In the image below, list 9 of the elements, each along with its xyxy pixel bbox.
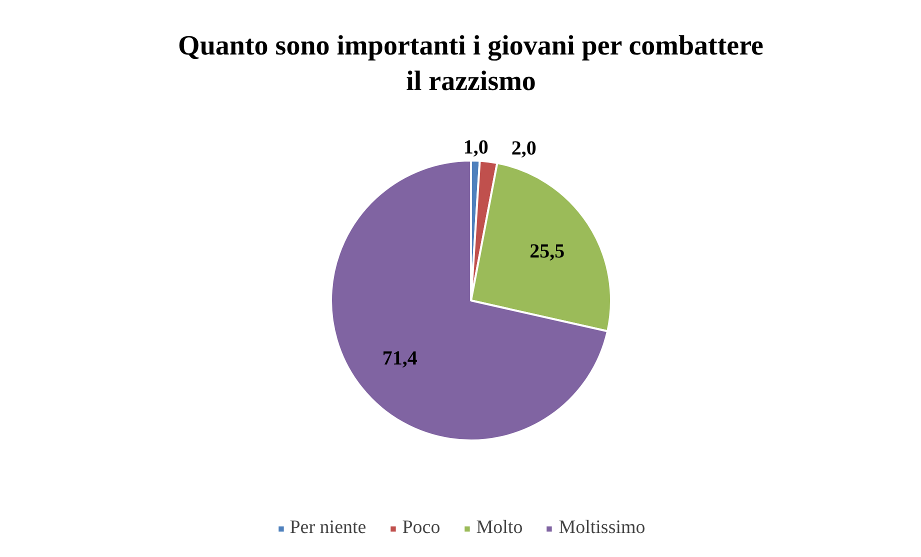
legend-label: Molto xyxy=(476,517,523,539)
data-label: 71,4 xyxy=(382,347,418,370)
legend-label: Poco xyxy=(402,517,440,539)
chart-title: Quanto sono importanti i giovani per combattere il razzismo xyxy=(178,30,764,98)
data-label: 2,0 xyxy=(511,138,536,160)
data-label: 25,5 xyxy=(530,240,565,263)
data-label: 1,0 xyxy=(463,136,488,159)
legend-label: Per niente xyxy=(290,517,366,539)
legend-label: Moltissimo xyxy=(558,517,646,539)
